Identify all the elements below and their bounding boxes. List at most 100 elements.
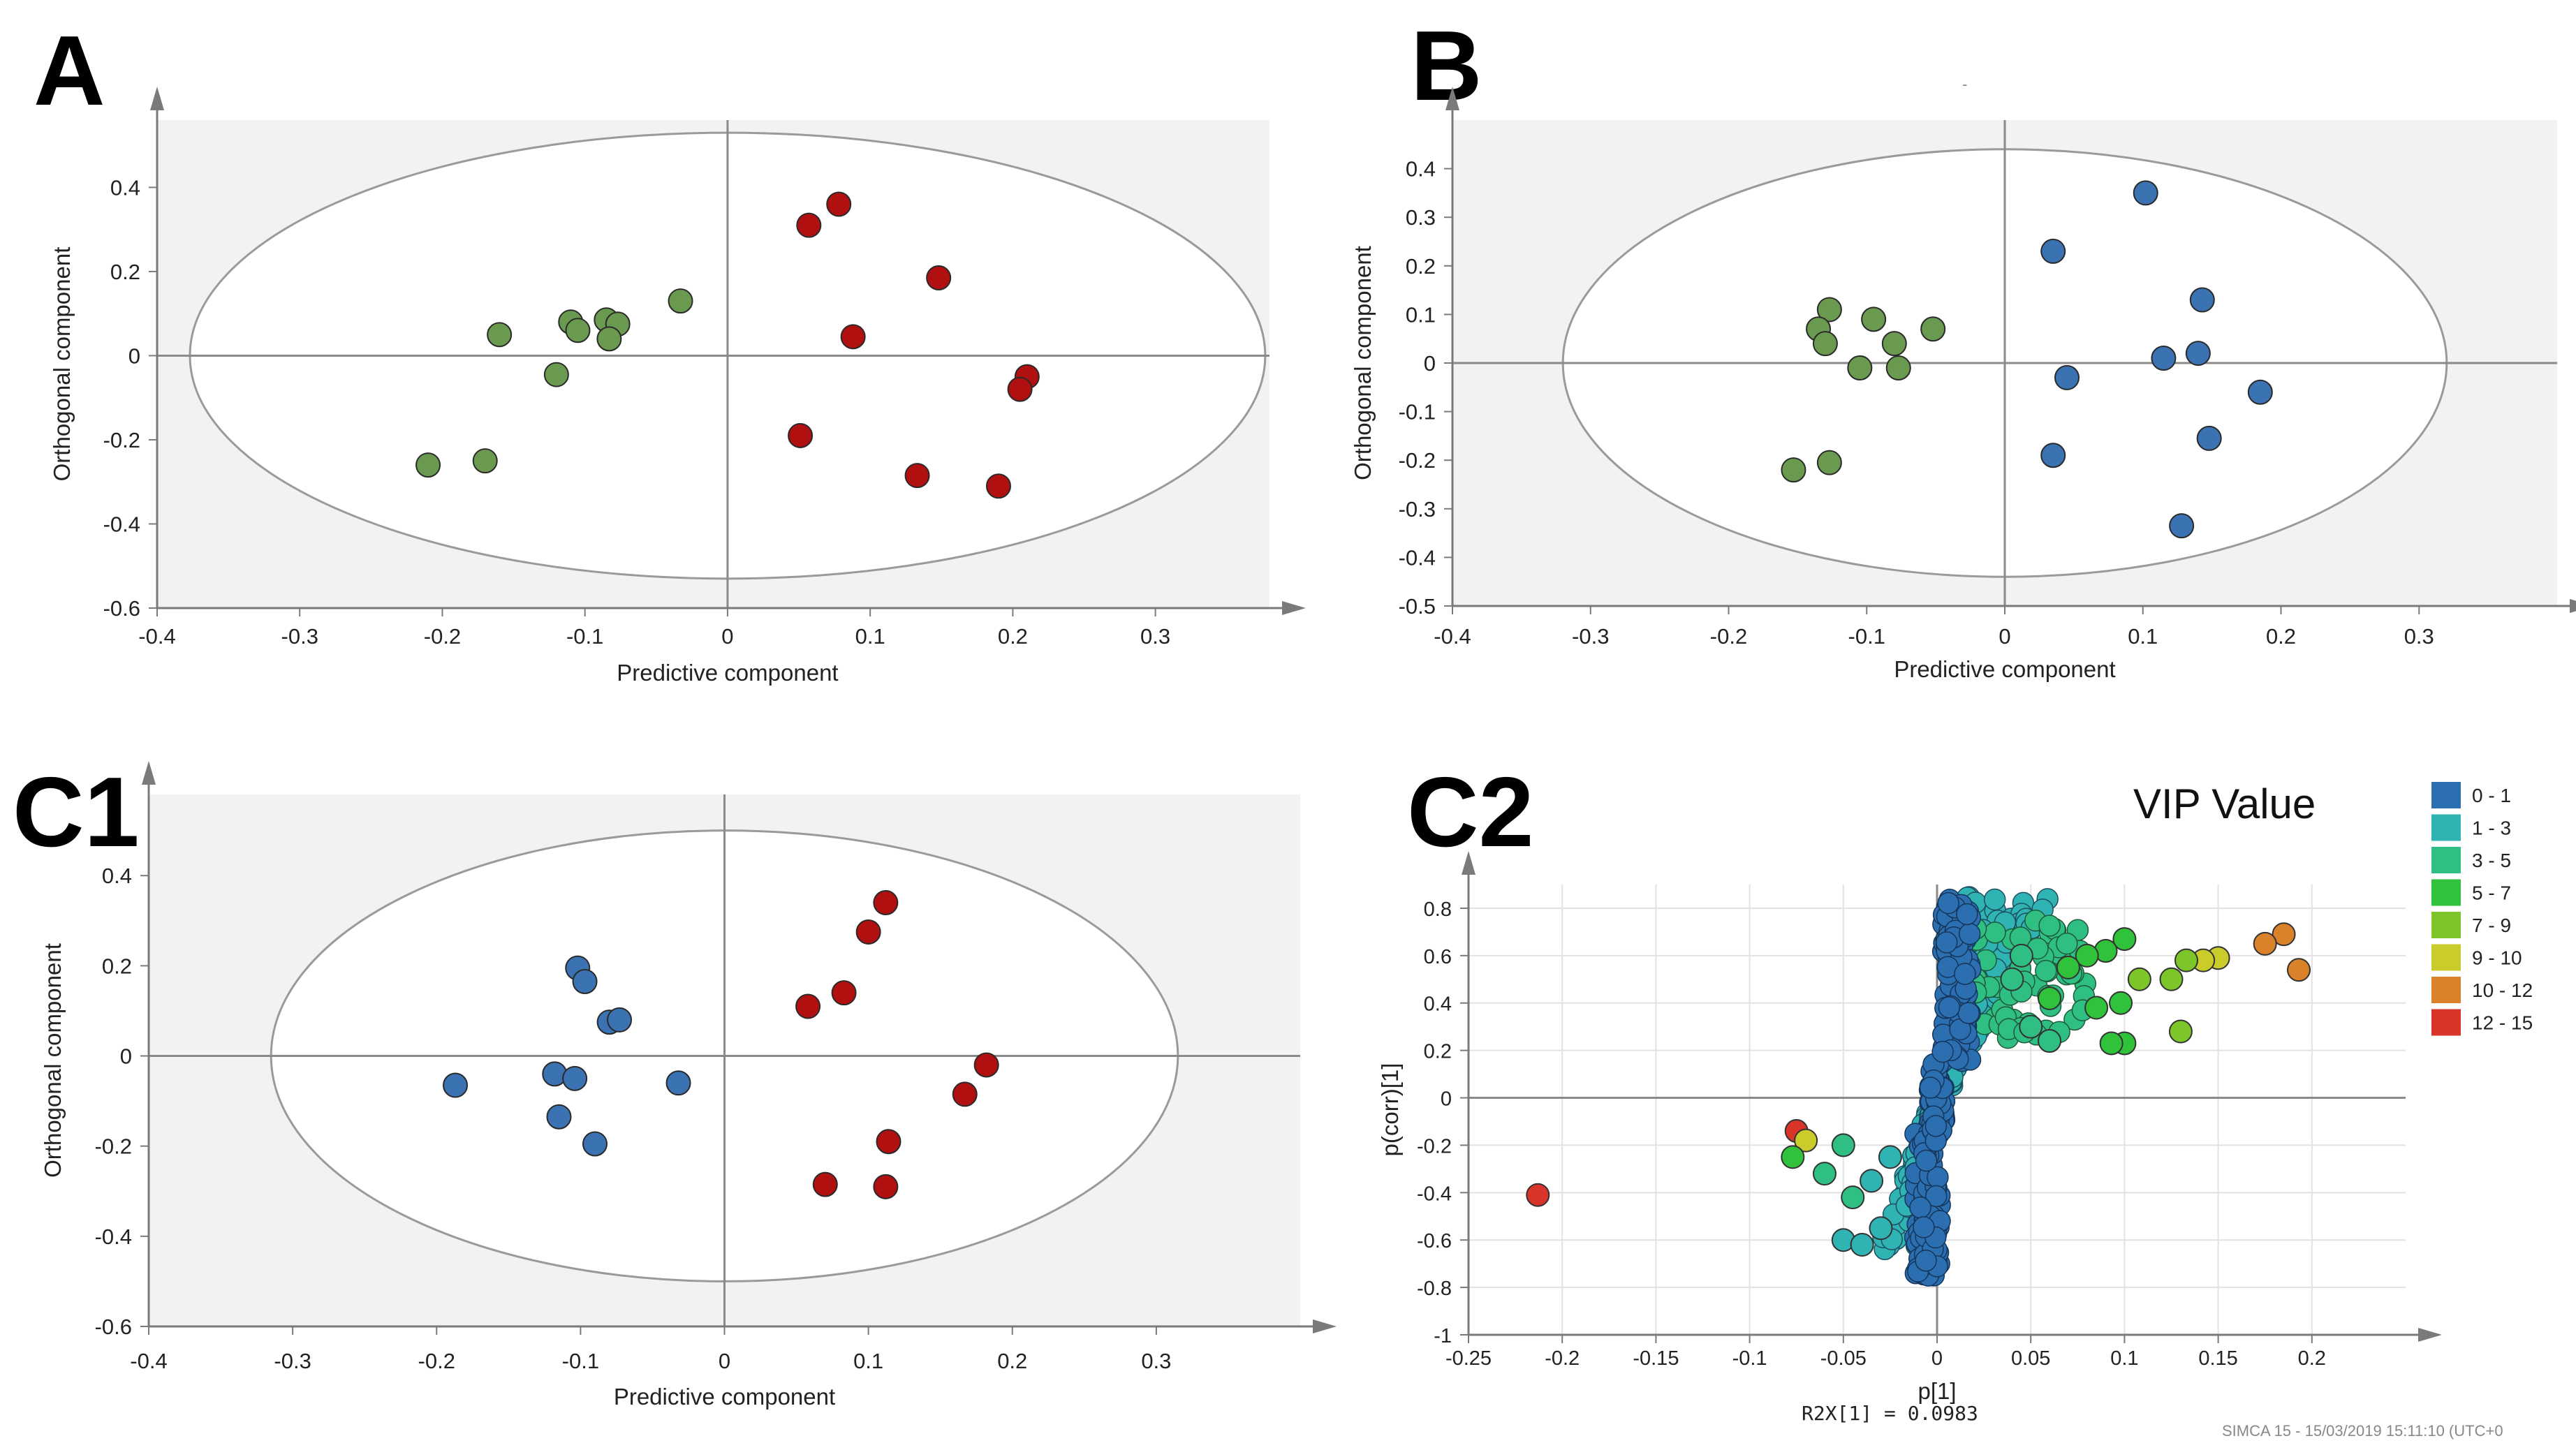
- r2x-annotation: R2X[1] = 0.0983: [1802, 1402, 1978, 1425]
- x-tick-label: 0: [719, 1349, 730, 1373]
- y-tick-label: 0.2: [1406, 254, 1436, 279]
- data-point: [840, 324, 866, 350]
- data-point: [2168, 1019, 2193, 1044]
- data-point: [2038, 1029, 2062, 1053]
- x-axis-arrow: [1313, 1319, 1337, 1333]
- x-axis-arrow: [2418, 1328, 2442, 1342]
- data-point: [831, 980, 857, 1006]
- data-point: [582, 1131, 608, 1157]
- data-point: [2127, 967, 2151, 991]
- data-point: [562, 1065, 588, 1091]
- y-tick-label: -0.8: [1417, 1278, 1452, 1300]
- x-axis-arrow: [1282, 601, 1306, 615]
- data-point: [2196, 425, 2222, 451]
- data-point: [2189, 287, 2215, 313]
- x-tick-label: -0.4: [1434, 624, 1471, 649]
- data-point: [607, 1007, 633, 1033]
- x-tick-label: -0.2: [418, 1349, 455, 1373]
- x-axis-arrow: [2570, 599, 2576, 613]
- x-tick-label: -0.15: [1633, 1347, 1679, 1370]
- x-tick-label: 0: [1999, 624, 2010, 649]
- y-tick-label: -0.2: [1399, 448, 1436, 473]
- data-point: [487, 322, 513, 348]
- legend-label: 7 - 9: [2472, 915, 2511, 936]
- legend-label: 0 - 1: [2472, 785, 2511, 806]
- data-point: [1957, 1002, 1980, 1024]
- data-point: [1913, 1216, 1935, 1238]
- x-tick-label: 0.05: [2011, 1347, 2050, 1370]
- data-point: [796, 212, 822, 238]
- legend-swatch: [2431, 782, 2461, 808]
- data-point: [2253, 931, 2277, 956]
- data-point: [2133, 180, 2158, 206]
- panel-label-c1: C1: [13, 757, 140, 868]
- y-axis-arrow: [142, 761, 156, 785]
- legend-swatch: [2431, 1009, 2461, 1036]
- data-point: [1841, 1185, 1865, 1210]
- y-tick-label: -0.4: [1417, 1183, 1452, 1205]
- x-tick-label: 0: [721, 624, 733, 649]
- score-plot-b: -0.4 -0.3 -0.2 -0.1 0 0.1 0.2 0.3 -0.5 -0.4 -0.3 -0…: [1350, 87, 2576, 682]
- data-point: [795, 993, 821, 1019]
- y-tick-label: 0.4: [1406, 157, 1436, 182]
- x-tick-label: 0.3: [2404, 624, 2434, 649]
- x-tick-label: -0.1: [562, 1349, 599, 1373]
- legend-label: 10 - 12: [2472, 979, 2533, 1001]
- data-point: [1816, 450, 1842, 475]
- y-tick-label: -0.1: [1399, 400, 1436, 424]
- data-point: [855, 919, 881, 945]
- legend-label: 5 - 7: [2472, 882, 2511, 904]
- legend-swatch: [2431, 912, 2461, 938]
- y-tick-label: 0.4: [102, 864, 132, 888]
- data-point: [1956, 903, 1978, 926]
- data-point: [668, 288, 693, 314]
- data-point: [1860, 1169, 1884, 1193]
- x-tick-label: -0.05: [1820, 1347, 1867, 1370]
- data-point: [1935, 931, 1958, 954]
- y-tick-label: 0.2: [102, 954, 132, 978]
- data-point: [546, 1104, 572, 1130]
- data-point: [2075, 943, 2099, 968]
- data-point: [2151, 346, 2177, 371]
- y-tick-label: 0.3: [1406, 205, 1436, 230]
- y-axis-arrow: [150, 87, 164, 110]
- data-point: [2099, 1031, 2124, 1056]
- data-point: [1983, 888, 2006, 911]
- data-point: [826, 191, 852, 217]
- y-tick-label: -0.2: [95, 1134, 132, 1159]
- data-point: [985, 473, 1011, 499]
- y-axis-title: Orthogonal component: [1350, 246, 1376, 480]
- data-point: [1878, 1145, 1902, 1169]
- y-tick-label: -0.4: [103, 512, 140, 536]
- vip-value-title: VIP Value: [2133, 781, 2316, 827]
- x-tick-label: 0.3: [1140, 624, 1170, 649]
- legend-label: 3 - 5: [2472, 850, 2511, 871]
- data-point: [1847, 355, 1873, 380]
- y-tick-label: 0.6: [1424, 946, 1452, 968]
- data-point: [1007, 376, 1033, 402]
- legend-swatch: [2431, 814, 2461, 841]
- x-tick-label: -0.25: [1445, 1347, 1492, 1370]
- score-plot-c1: -0.4 -0.3 -0.2 -0.1 0 0.1 0.2 0.3 -0.6 -0.4 -0.2 0 0…: [40, 761, 1337, 1410]
- s-plot-c2: -0.25 -0.2 -0.15 -0.1 -0.05 0 0.05 0.1 0.15 0.2 -1…: [1377, 782, 2533, 1404]
- x-tick-label: -0.2: [424, 624, 461, 649]
- data-point: [2040, 443, 2066, 468]
- data-point: [1869, 1216, 1893, 1241]
- data-point: [1984, 922, 2006, 944]
- x-tick-label: -0.1: [1848, 624, 1885, 649]
- y-tick-label: -1: [1434, 1325, 1452, 1347]
- data-point: [1812, 1162, 1837, 1186]
- y-tick-label: -0.6: [95, 1315, 132, 1339]
- dense-point-cloud: [1871, 886, 2097, 1287]
- y-axis-arrow: [1445, 87, 1459, 110]
- data-point: [2159, 967, 2184, 991]
- data-point: [1954, 963, 1976, 985]
- y-tick-label: -0.4: [1399, 545, 1436, 570]
- data-point: [2035, 959, 2057, 982]
- data-point: [1812, 331, 1838, 357]
- data-point: [2038, 915, 2061, 937]
- data-point: [1915, 1149, 1938, 1172]
- data-point: [665, 1070, 691, 1096]
- y-axis-arrow: [1462, 851, 1475, 875]
